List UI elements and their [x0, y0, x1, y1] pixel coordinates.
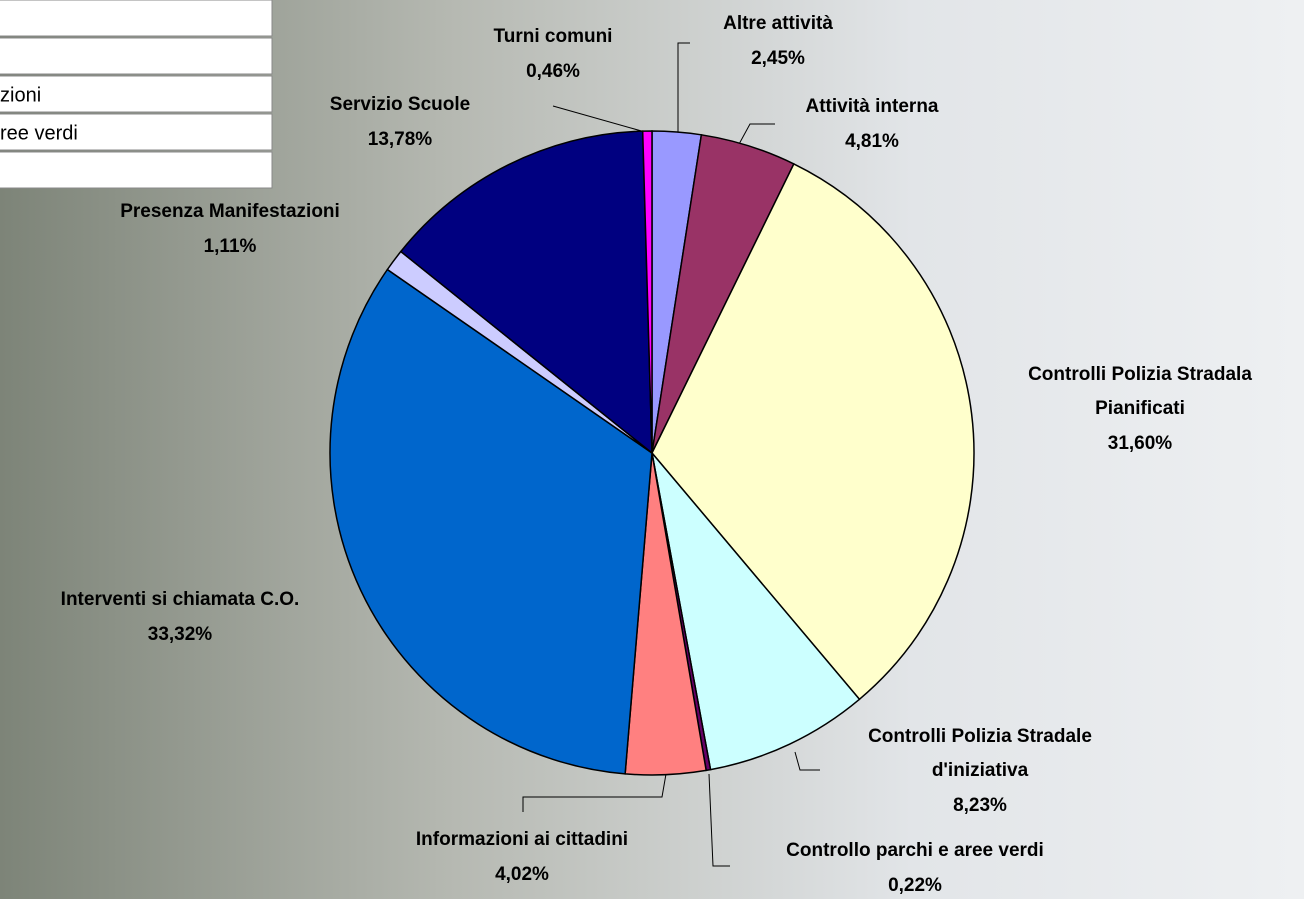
- labels: Altre attività 2,45% Attività interna 4,81%…: [61, 13, 1253, 896]
- value-label: 0,22%: [888, 875, 942, 896]
- pie-slice: [329, 268, 653, 775]
- value-label: 33,32%: [148, 624, 213, 645]
- label-line: d'iniziativa: [932, 760, 1029, 781]
- legend-row: [0, 37, 273, 75]
- pie: [329, 130, 975, 776]
- slice-label: Servizio Scuole: [330, 94, 470, 115]
- legend-text: ree verdi: [0, 122, 78, 144]
- slice-label: Turni comuni: [494, 26, 613, 47]
- value-label: 2,45%: [751, 48, 805, 69]
- pie-slice: [399, 130, 653, 455]
- pie-slice: [641, 130, 653, 454]
- slice-label: Informazioni ai cittadini: [416, 829, 628, 850]
- legend-row: [0, 151, 273, 189]
- legend-row: [0, 113, 273, 151]
- slice-label: Controllo parchi e aree verdi: [786, 840, 1044, 861]
- label-line: Controlli Polizia Stradala: [1028, 364, 1252, 385]
- legend-table: zioni ree verdi: [0, 0, 273, 189]
- label-line: Pianificati: [1095, 398, 1185, 419]
- legend-row: [0, 0, 273, 37]
- value-label: 8,23%: [953, 795, 1007, 816]
- slice-label: Controlli Polizia Stradale d'iniziativa: [868, 726, 1092, 781]
- slice-label: Interventi si chiamata C.O.: [61, 589, 300, 610]
- slice-label: Controlli Polizia Stradala Pianificati: [1028, 364, 1252, 419]
- value-label: 1,11%: [204, 236, 257, 257]
- value-label: 0,46%: [526, 61, 580, 82]
- pie-slice: [650, 450, 861, 771]
- leader-lines: [522, 42, 820, 867]
- value-label: 31,60%: [1108, 433, 1173, 454]
- slice-label: Attività interna: [805, 96, 938, 117]
- value-label: 4,02%: [495, 864, 549, 885]
- value-label: 13,78%: [368, 129, 433, 150]
- value-label: 4,81%: [845, 131, 899, 152]
- legend-row: [0, 75, 273, 113]
- leader-line: [737, 123, 775, 147]
- slice-label: Presenza Manifestazioni: [120, 201, 340, 222]
- pie-slice: [651, 162, 975, 701]
- label-line: Controlli Polizia Stradale: [868, 726, 1092, 747]
- slice-label: Altre attività: [723, 13, 833, 34]
- leader-line: [708, 773, 730, 867]
- leader-line: [677, 42, 690, 134]
- leader-line: [552, 105, 646, 133]
- leader-line: [794, 751, 820, 771]
- leader-line: [522, 773, 667, 812]
- legend-text: zioni: [0, 84, 41, 106]
